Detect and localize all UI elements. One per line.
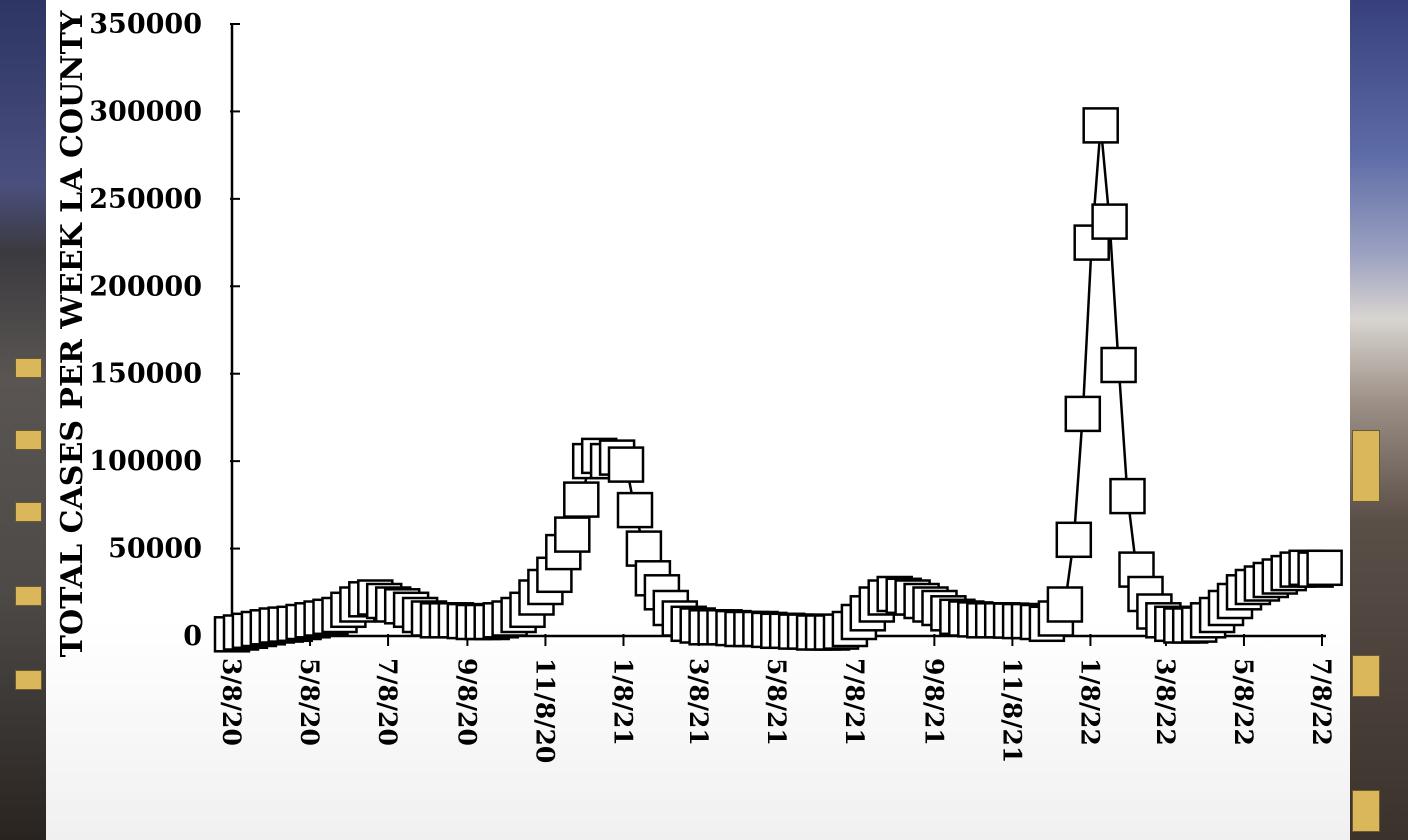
- data-point-marker: [1109, 477, 1146, 515]
- y-tick-label: 150000: [89, 359, 202, 390]
- building-window: [15, 502, 42, 522]
- x-tick-label: 9/8/21: [919, 658, 948, 746]
- data-point-marker: [1064, 395, 1102, 433]
- data-point-marker: [1055, 521, 1093, 559]
- x-tick-label: 7/8/21: [840, 658, 869, 746]
- data-point-marker: [1306, 549, 1343, 587]
- y-tick-label: 350000: [89, 9, 202, 40]
- data-point-marker: [616, 491, 654, 529]
- x-tick-label: 11/8/21: [997, 658, 1026, 763]
- data-point-marker: [563, 481, 600, 518]
- y-tick-label: 100000: [89, 446, 202, 477]
- y-axis-title: TOTAL CASES PER WEEK LA COUNTY: [55, 10, 90, 657]
- data-point-marker: [554, 516, 591, 553]
- building-window: [1352, 790, 1380, 832]
- y-tick-label: 50000: [108, 534, 202, 565]
- y-tick-label: 200000: [89, 271, 202, 302]
- building-window: [15, 358, 42, 378]
- x-tick-label: 3/8/20: [217, 658, 246, 746]
- x-tick-label: 1/8/21: [608, 658, 637, 746]
- x-tick-label: 3/8/22: [1151, 658, 1180, 746]
- y-tick-label: 250000: [89, 184, 202, 215]
- x-tick-label: 11/8/20: [530, 658, 559, 763]
- building-window: [1352, 655, 1380, 697]
- series-line: [231, 125, 1325, 636]
- x-tick-label: 9/8/20: [452, 658, 481, 746]
- slide-panel: 0 50000 100000 150000 200000 250000 300000 3500…: [46, 0, 1350, 840]
- background-cityscape-left: [0, 0, 46, 840]
- x-tick-label: 7/8/20: [373, 658, 402, 746]
- data-point-marker: [1082, 107, 1119, 144]
- building-window: [15, 670, 42, 690]
- x-tick-label: 5/8/21: [762, 658, 791, 746]
- x-tick-label: 5/8/20: [295, 658, 324, 746]
- x-tick-label: 3/8/21: [684, 658, 713, 746]
- y-tick-label: 300000: [89, 96, 202, 127]
- x-tick-label: 1/8/22: [1075, 658, 1104, 746]
- building-window: [15, 430, 42, 450]
- data-point-marker: [1091, 203, 1128, 240]
- y-tick-label: 0: [183, 621, 202, 652]
- cases-line-chart: 0 50000 100000 150000 200000 250000 300000 3500…: [55, 9, 1343, 763]
- background-cityscape-right: [1350, 0, 1408, 840]
- x-tick-label: 7/8/22: [1307, 658, 1336, 746]
- data-point-marker: [1100, 346, 1137, 384]
- data-point-marker: [607, 446, 645, 483]
- x-tick-label: 5/8/22: [1229, 658, 1258, 746]
- building-window: [15, 586, 42, 606]
- data-point-marker: [1046, 586, 1084, 623]
- building-window: [1352, 430, 1380, 502]
